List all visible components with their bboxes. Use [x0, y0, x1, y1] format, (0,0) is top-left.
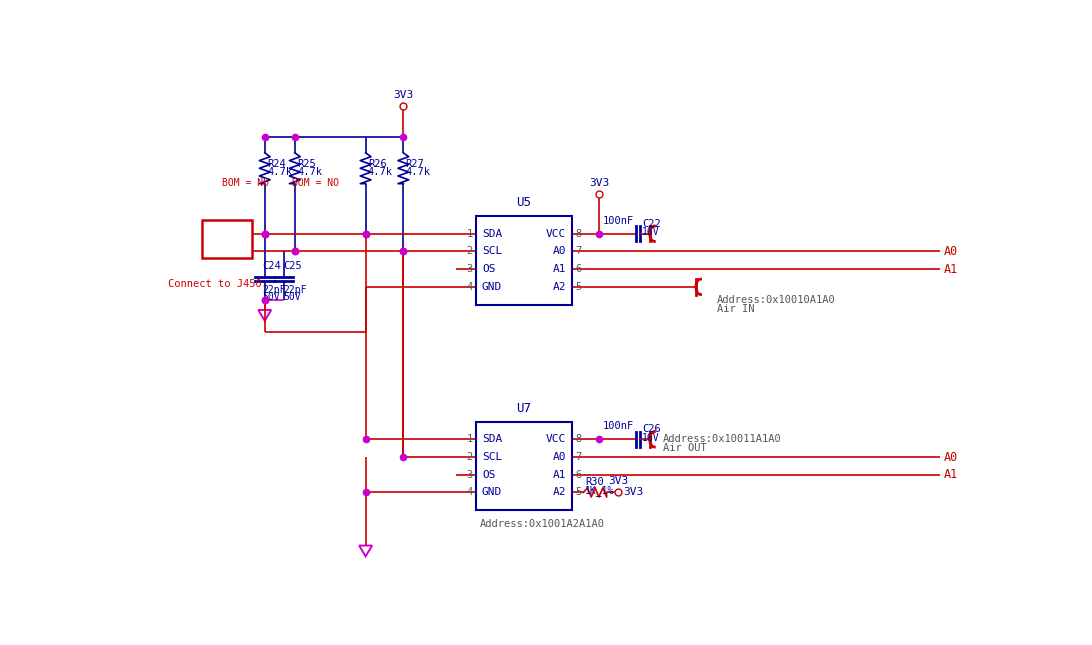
- Text: Address:0x10010A1A0: Address:0x10010A1A0: [716, 295, 835, 304]
- Text: 6: 6: [575, 264, 581, 274]
- Text: 2: 2: [466, 246, 473, 257]
- Text: 4.7k: 4.7k: [405, 168, 430, 177]
- Text: BOM = NO: BOM = NO: [223, 177, 270, 188]
- Text: BOM = NO: BOM = NO: [293, 177, 340, 188]
- Text: OS: OS: [482, 470, 496, 480]
- Text: A0: A0: [943, 245, 958, 258]
- Text: 1: 1: [466, 229, 473, 239]
- Text: 2: 2: [466, 452, 473, 462]
- Text: 3V3: 3V3: [589, 178, 609, 188]
- Text: 5: 5: [575, 488, 581, 497]
- Text: 16V: 16V: [642, 227, 660, 237]
- Text: 7: 7: [575, 246, 581, 257]
- Text: 1: 1: [466, 434, 473, 444]
- Text: A2: A2: [553, 282, 566, 292]
- Text: A2: A2: [553, 488, 566, 497]
- Text: A0: A0: [943, 450, 958, 464]
- Text: 3: 3: [466, 264, 473, 274]
- Bar: [476, 216, 572, 304]
- Text: C22: C22: [642, 219, 661, 229]
- Text: SCL: SCL: [482, 452, 502, 462]
- Text: 4.7k: 4.7k: [368, 168, 393, 177]
- Bar: [202, 220, 251, 259]
- Text: 3V3: 3V3: [624, 488, 644, 497]
- Text: GND: GND: [482, 488, 502, 497]
- Text: 3V3: 3V3: [608, 476, 628, 486]
- Text: 6: 6: [575, 470, 581, 480]
- Text: U5: U5: [517, 196, 532, 209]
- Text: 50V: 50V: [283, 292, 300, 303]
- Text: 4: 4: [466, 488, 473, 497]
- Text: 3V3: 3V3: [393, 90, 414, 100]
- Text: A1: A1: [553, 264, 566, 274]
- Text: 4: 4: [466, 282, 473, 292]
- Text: 16V: 16V: [642, 433, 660, 442]
- Text: C24: C24: [262, 261, 281, 271]
- Text: A0: A0: [553, 452, 566, 462]
- Text: SDA: SDA: [216, 225, 238, 238]
- Text: Connect to J450: Connect to J450: [168, 279, 262, 289]
- Text: SDA: SDA: [482, 434, 502, 444]
- Text: R27: R27: [405, 159, 425, 169]
- Text: R26: R26: [368, 159, 387, 169]
- Text: 4.7k: 4.7k: [297, 168, 322, 177]
- Text: 100nF: 100nF: [603, 421, 634, 432]
- Text: A1: A1: [943, 263, 958, 275]
- Text: 100nF: 100nF: [603, 215, 634, 226]
- Bar: [476, 422, 572, 510]
- Text: 1K_1%: 1K_1%: [585, 486, 615, 497]
- Text: R25: R25: [297, 159, 316, 169]
- Text: SDA: SDA: [482, 229, 502, 239]
- Text: 5: 5: [575, 282, 581, 292]
- Text: Address:0x10011A1A0: Address:0x10011A1A0: [663, 434, 782, 444]
- Text: 7: 7: [575, 452, 581, 462]
- Text: A1: A1: [553, 470, 566, 480]
- Text: 22pF: 22pF: [262, 284, 286, 295]
- Text: Air OUT: Air OUT: [663, 443, 707, 453]
- Text: R30: R30: [585, 477, 604, 488]
- Text: U7: U7: [517, 402, 532, 415]
- Text: Address:0x1001A2A1A0: Address:0x1001A2A1A0: [479, 519, 605, 530]
- Text: A1: A1: [943, 468, 958, 481]
- Text: R24: R24: [268, 159, 286, 169]
- Text: C25: C25: [283, 261, 302, 271]
- Text: VCC: VCC: [546, 434, 566, 444]
- Text: A0: A0: [553, 246, 566, 257]
- Text: 3: 3: [466, 470, 473, 480]
- Text: 22pF: 22pF: [283, 284, 307, 295]
- Text: Air IN: Air IN: [716, 304, 755, 313]
- Text: 8: 8: [575, 229, 581, 239]
- Text: 4.7k: 4.7k: [268, 168, 292, 177]
- Text: 8: 8: [575, 434, 581, 444]
- Text: GND: GND: [482, 282, 502, 292]
- Text: VCC: VCC: [546, 229, 566, 239]
- Text: 50V: 50V: [262, 292, 280, 303]
- Text: SCL: SCL: [216, 241, 238, 254]
- Text: SCL: SCL: [482, 246, 502, 257]
- Text: OS: OS: [482, 264, 496, 274]
- Text: C26: C26: [642, 424, 661, 434]
